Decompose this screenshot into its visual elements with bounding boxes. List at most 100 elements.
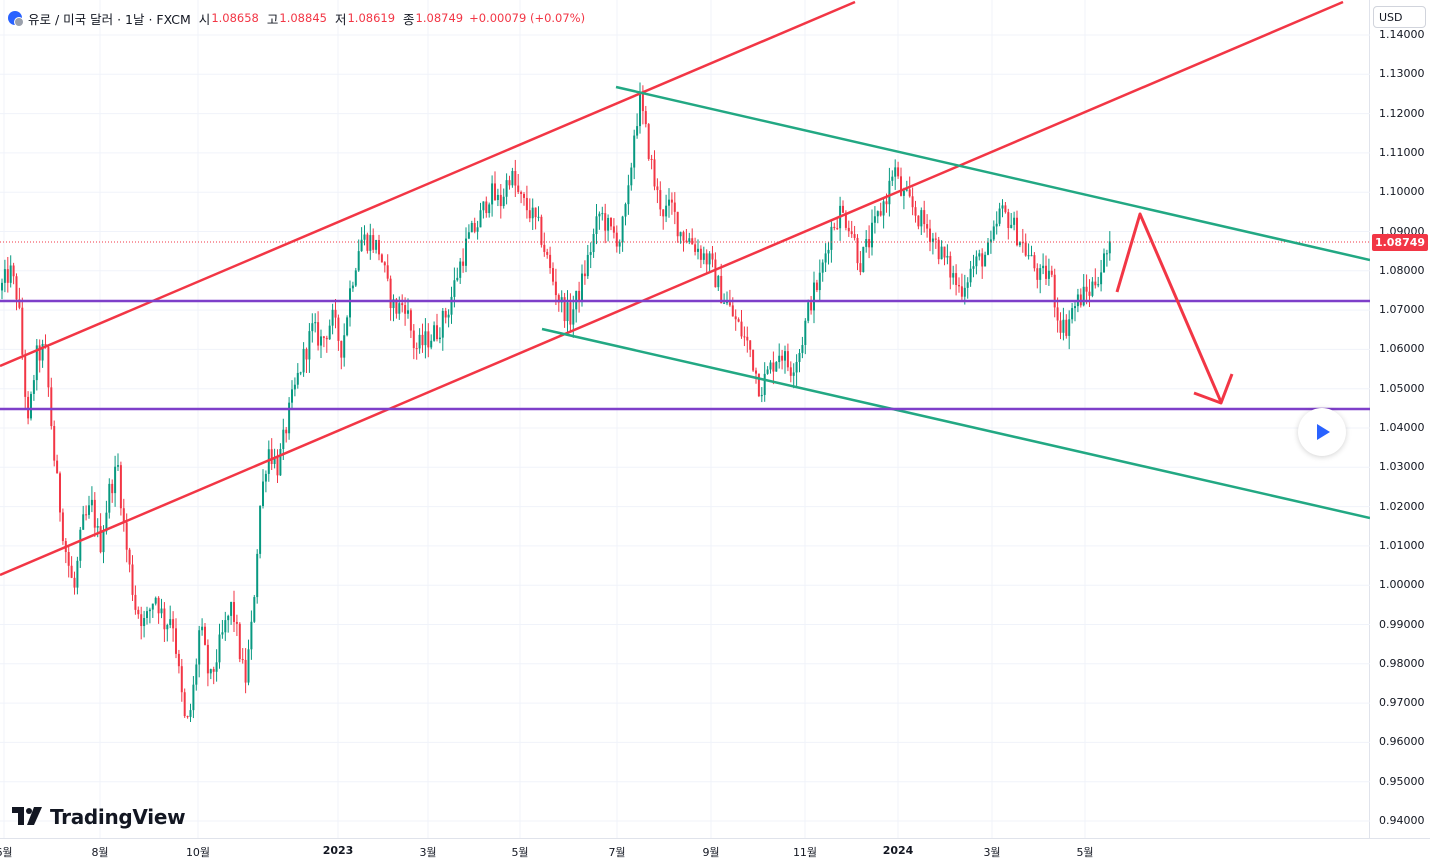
candle-body — [958, 285, 960, 287]
play-button[interactable] — [1298, 408, 1346, 456]
candle-body — [18, 299, 21, 308]
candle-body — [1016, 217, 1018, 246]
candle-body — [508, 180, 511, 186]
candle-body — [882, 201, 885, 216]
price-chart[interactable] — [0, 0, 1370, 838]
candle-body — [926, 224, 929, 229]
price-tick-label: 1.01000 — [1379, 538, 1425, 552]
candle-body — [1100, 272, 1103, 285]
candle-body — [908, 189, 911, 197]
candle-body — [1007, 212, 1010, 229]
candle-body — [815, 282, 818, 291]
symbol-title[interactable]: 유로 / 미국 달러 · 1날 · FXCM — [28, 11, 191, 27]
candle-body — [85, 514, 88, 516]
candle-body — [552, 268, 554, 282]
tradingview-logo[interactable]: TradingView — [12, 804, 186, 830]
price-tick-label: 1.08000 — [1379, 263, 1425, 277]
candle-body — [525, 197, 528, 211]
candle-body — [206, 644, 209, 674]
candle-body — [581, 273, 583, 302]
candle-body — [151, 603, 154, 610]
candle-body — [407, 310, 409, 314]
candle-body — [827, 249, 830, 254]
projection-arrow[interactable] — [1115, 212, 1223, 403]
candle-body — [285, 429, 288, 434]
candle-body — [952, 273, 955, 278]
upper-channel-red-bottom[interactable] — [0, 0, 1344, 577]
candle-body — [731, 305, 734, 317]
candle-body — [871, 222, 873, 248]
candle-body — [256, 553, 259, 598]
descending-channel-green-bottom[interactable] — [541, 327, 1370, 520]
candle-body — [1047, 270, 1050, 279]
candle-body — [720, 275, 723, 304]
price-tick-label: 1.12000 — [1379, 106, 1425, 120]
candle-body — [357, 251, 360, 271]
time-tick-label: 6월 — [0, 846, 13, 859]
candle-body — [1013, 217, 1016, 225]
candle-body — [134, 594, 137, 610]
candle-body — [61, 512, 64, 542]
candle-body — [12, 265, 15, 277]
candle-body — [569, 302, 572, 325]
candle-body — [224, 620, 227, 633]
candle-body — [221, 632, 224, 635]
candle-body — [749, 340, 752, 350]
candle-body — [897, 167, 900, 177]
candle-body — [746, 336, 749, 341]
candle-body — [743, 336, 746, 338]
descending-channel-green-top[interactable] — [615, 85, 1370, 262]
price-axis[interactable]: 1.14000 1.13000 1.12000 1.11000 1.10000 1.090… — [1370, 0, 1430, 838]
candle-body — [694, 244, 697, 252]
time-axis[interactable]: 6월 8월 10월 2023 3월 5월 7월 9월 11월 2024 3월 5월 — [0, 838, 1370, 863]
candle-body — [630, 167, 633, 186]
candle-body — [499, 194, 502, 207]
candle-body — [15, 276, 18, 300]
candle-body — [47, 347, 50, 388]
currency-button[interactable]: USD — [1373, 6, 1426, 28]
price-tick-label: 0.97000 — [1379, 696, 1425, 710]
candle-body — [293, 384, 296, 390]
candle-body — [656, 186, 659, 191]
candle-body — [572, 309, 575, 325]
close-value: 1.08749 — [415, 11, 464, 25]
candle-body — [82, 514, 85, 530]
candle-body — [813, 282, 815, 311]
candle-body — [441, 310, 444, 338]
time-tick-label: 11월 — [792, 846, 818, 859]
chart-drawings[interactable] — [0, 0, 1370, 577]
change-value: +0.00079 (+0.07%) — [469, 11, 586, 25]
candle-body — [621, 216, 624, 243]
currency-pair-icon[interactable] — [8, 11, 24, 27]
candle-body — [534, 207, 537, 218]
candle-body — [978, 253, 981, 257]
candle-body — [122, 508, 125, 523]
candle-body — [1105, 253, 1108, 255]
candle-body — [931, 238, 934, 242]
candle-body — [520, 191, 523, 195]
candle-body — [305, 348, 308, 360]
candle-body — [99, 526, 102, 553]
candle-body — [212, 669, 215, 672]
candle-body — [235, 621, 238, 624]
candle-body — [238, 623, 241, 660]
candle-body — [291, 389, 293, 403]
candle-body — [6, 269, 9, 283]
candle-body — [453, 280, 456, 297]
candle-body — [734, 316, 737, 320]
chart-pane[interactable]: 유로 / 미국 달러 · 1날 · FXCM 시 1.08658 고 1.088… — [0, 0, 1370, 838]
candle-body — [650, 158, 653, 160]
candle-body — [146, 611, 148, 619]
candle-body — [1056, 307, 1059, 321]
candle-body — [125, 522, 128, 550]
candle-body — [337, 317, 340, 341]
candle-body — [702, 253, 705, 260]
candle-body — [218, 634, 221, 663]
upper-channel-red-top[interactable] — [0, 0, 856, 368]
candle-body — [404, 305, 407, 314]
candle-body — [1039, 268, 1042, 280]
candle-body — [894, 167, 897, 177]
candle-body — [685, 240, 688, 242]
price-tick-label: 1.02000 — [1379, 499, 1425, 513]
candle-body — [375, 240, 378, 250]
